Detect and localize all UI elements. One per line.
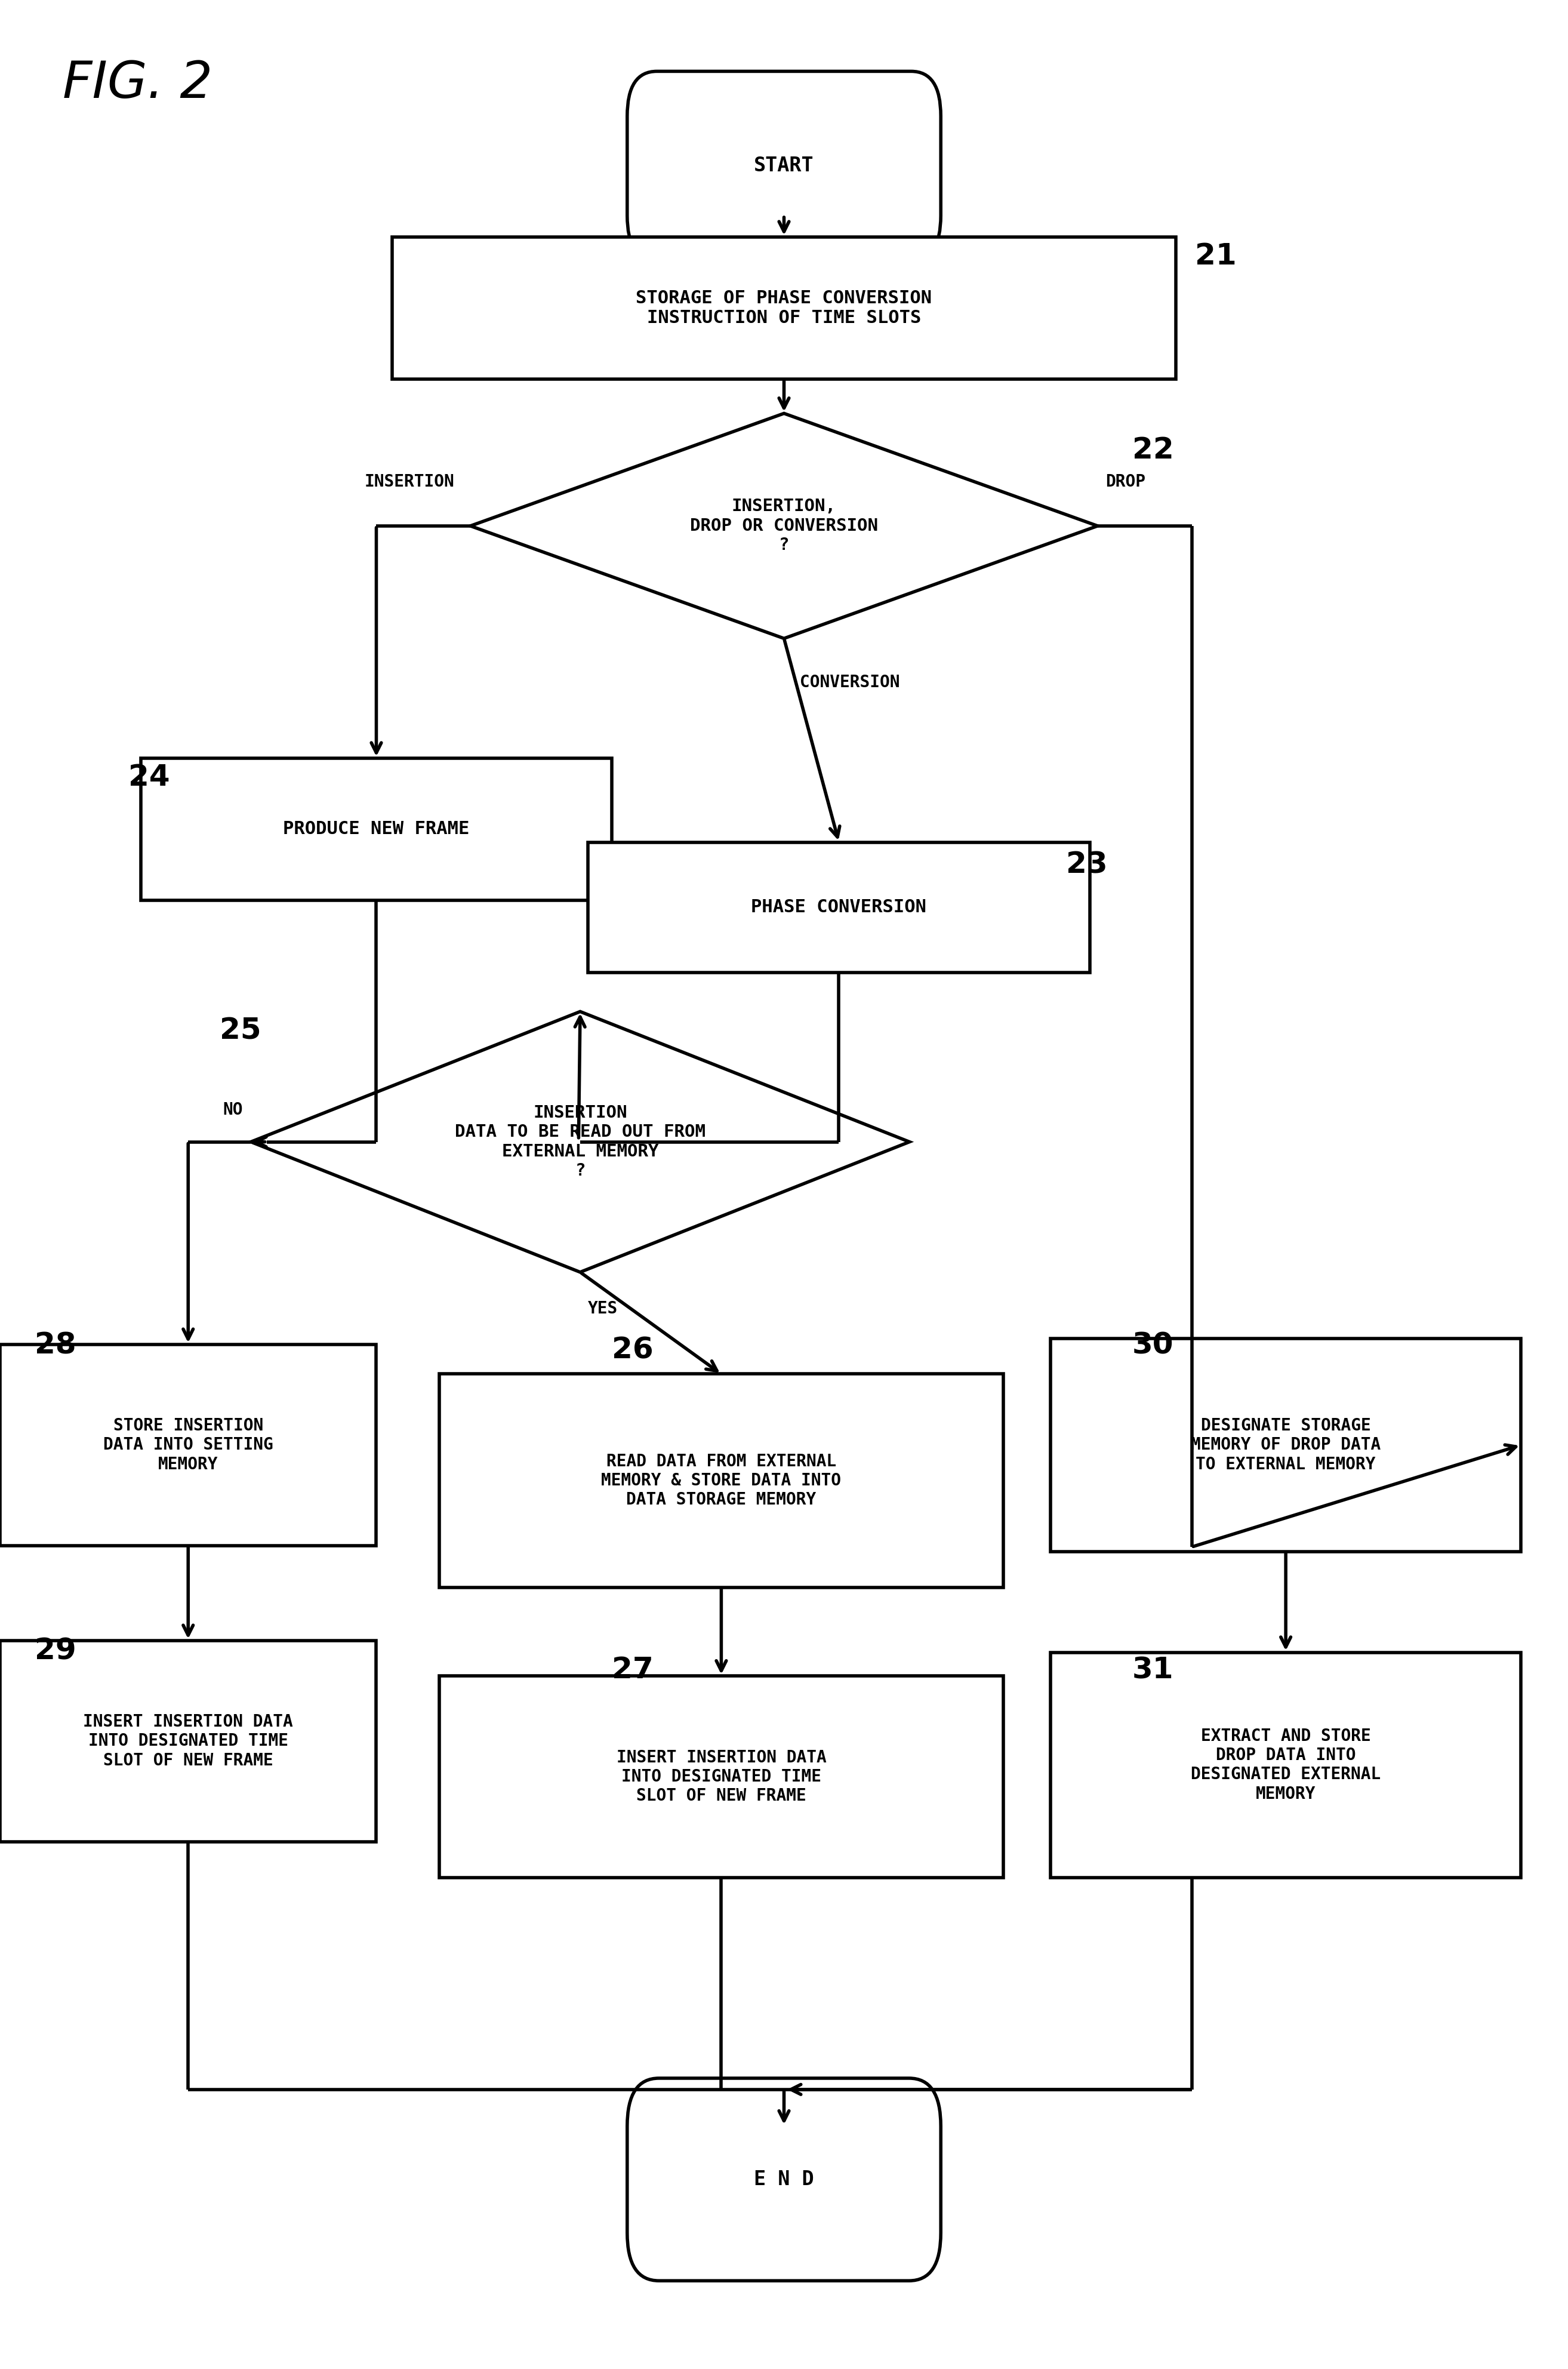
FancyBboxPatch shape — [627, 2078, 941, 2281]
Text: DESIGNATE STORAGE
MEMORY OF DROP DATA
TO EXTERNAL MEMORY: DESIGNATE STORAGE MEMORY OF DROP DATA TO… — [1190, 1417, 1381, 1474]
Text: 29: 29 — [34, 1637, 77, 1665]
Text: INSERTION,
DROP OR CONVERSION
?: INSERTION, DROP OR CONVERSION ? — [690, 497, 878, 554]
Text: INSERTION: INSERTION — [365, 474, 455, 490]
Text: INSERTION
DATA TO BE READ OUT FROM
EXTERNAL MEMORY
?: INSERTION DATA TO BE READ OUT FROM EXTER… — [455, 1104, 706, 1180]
Polygon shape — [251, 1012, 909, 1272]
Bar — [141, 758, 612, 900]
Text: STORE INSERTION
DATA INTO SETTING
MEMORY: STORE INSERTION DATA INTO SETTING MEMORY — [103, 1417, 273, 1474]
Bar — [439, 1374, 1004, 1587]
Text: PHASE CONVERSION: PHASE CONVERSION — [751, 898, 927, 917]
Text: 27: 27 — [612, 1656, 654, 1684]
Text: FIG. 2: FIG. 2 — [63, 59, 213, 109]
Text: CONVERSION: CONVERSION — [800, 673, 900, 692]
Text: START: START — [754, 156, 814, 175]
Text: 31: 31 — [1132, 1656, 1174, 1684]
Text: 30: 30 — [1132, 1331, 1173, 1360]
Bar — [439, 1677, 1004, 1876]
Bar — [392, 237, 1176, 379]
Text: DROP: DROP — [1105, 474, 1146, 490]
Text: PRODUCE NEW FRAME: PRODUCE NEW FRAME — [284, 820, 469, 839]
Bar — [1051, 1654, 1521, 1876]
Bar — [588, 841, 1090, 971]
Text: YES: YES — [588, 1301, 618, 1317]
Polygon shape — [470, 415, 1098, 637]
Text: E N D: E N D — [754, 2170, 814, 2189]
Text: 24: 24 — [129, 763, 171, 791]
Text: 26: 26 — [612, 1336, 654, 1365]
FancyBboxPatch shape — [627, 71, 941, 261]
Text: 21: 21 — [1195, 242, 1237, 270]
Text: INSERT INSERTION DATA
INTO DESIGNATED TIME
SLOT OF NEW FRAME: INSERT INSERTION DATA INTO DESIGNATED TI… — [616, 1748, 826, 1805]
Bar — [0, 1343, 376, 1545]
Text: NO: NO — [223, 1102, 243, 1118]
Text: READ DATA FROM EXTERNAL
MEMORY & STORE DATA INTO
DATA STORAGE MEMORY: READ DATA FROM EXTERNAL MEMORY & STORE D… — [601, 1452, 842, 1509]
Text: EXTRACT AND STORE
DROP DATA INTO
DESIGNATED EXTERNAL
MEMORY: EXTRACT AND STORE DROP DATA INTO DESIGNA… — [1190, 1727, 1381, 1803]
Text: 28: 28 — [34, 1331, 77, 1360]
Text: INSERT INSERTION DATA
INTO DESIGNATED TIME
SLOT OF NEW FRAME: INSERT INSERTION DATA INTO DESIGNATED TI… — [83, 1713, 293, 1770]
Bar — [0, 1642, 376, 1843]
Text: 23: 23 — [1066, 850, 1109, 879]
Bar — [1051, 1338, 1521, 1552]
Text: STORAGE OF PHASE CONVERSION
INSTRUCTION OF TIME SLOTS: STORAGE OF PHASE CONVERSION INSTRUCTION … — [637, 289, 931, 327]
Text: 25: 25 — [220, 1016, 262, 1045]
Text: 22: 22 — [1132, 436, 1174, 464]
